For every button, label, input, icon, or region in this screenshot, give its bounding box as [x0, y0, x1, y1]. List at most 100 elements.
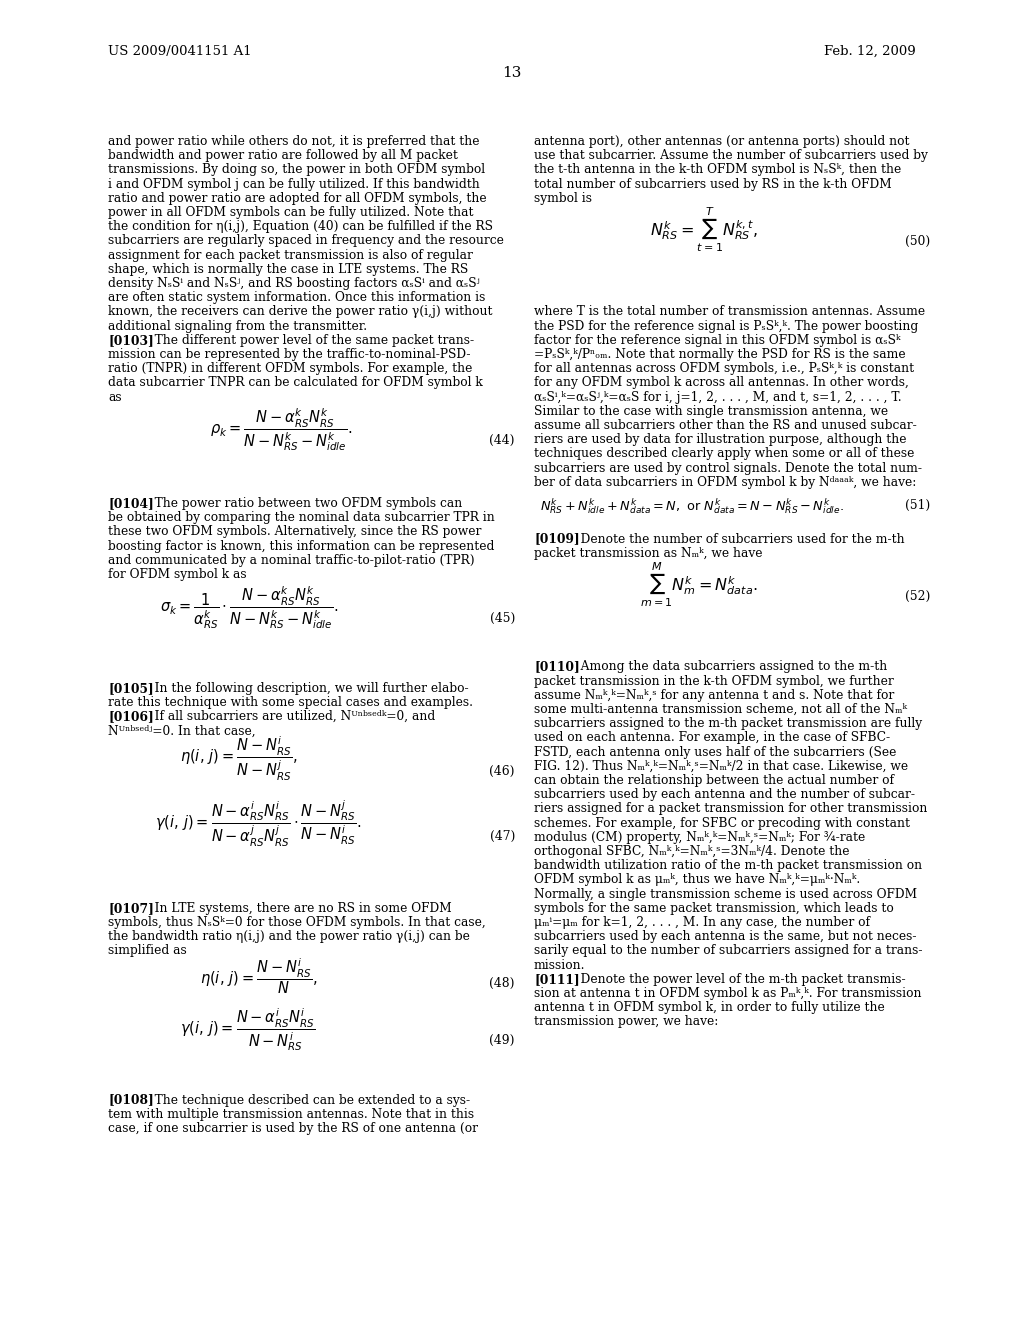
- Text: boosting factor is known, this information can be represented: boosting factor is known, this informati…: [108, 540, 495, 553]
- Text: the t-th antenna in the k-th OFDM symbol is NₛSᵏ, then the: the t-th antenna in the k-th OFDM symbol…: [534, 164, 901, 177]
- Text: In LTE systems, there are no RS in some OFDM: In LTE systems, there are no RS in some …: [143, 902, 452, 915]
- Text: [0106]: [0106]: [108, 710, 154, 723]
- Text: simplified as: simplified as: [108, 944, 186, 957]
- Text: sarily equal to the number of subcarriers assigned for a trans-: sarily equal to the number of subcarrier…: [534, 944, 923, 957]
- Text: the bandwidth ratio η(i,j) and the power ratio γ(i,j) can be: the bandwidth ratio η(i,j) and the power…: [108, 931, 470, 944]
- Text: αₛSⁱ,ᵏ=αₛSʲ,ᵏ=αₛS for i, j=1, 2, . . . , M, and t, s=1, 2, . . . , T.: αₛSⁱ,ᵏ=αₛSʲ,ᵏ=αₛS for i, j=1, 2, . . . ,…: [534, 391, 901, 404]
- Text: riers assigned for a packet transmission for other transmission: riers assigned for a packet transmission…: [534, 803, 928, 816]
- Text: tem with multiple transmission antennas. Note that in this: tem with multiple transmission antennas.…: [108, 1107, 474, 1121]
- Text: (50): (50): [905, 235, 930, 248]
- Text: antenna port), other antennas (or antenna ports) should not: antenna port), other antennas (or antenn…: [534, 135, 909, 148]
- Text: FIG. 12). Thus Nₘᵏ,ᵏ=Nₘᵏ,ˢ=Nₘᵏ/2 in that case. Likewise, we: FIG. 12). Thus Nₘᵏ,ᵏ=Nₘᵏ,ˢ=Nₘᵏ/2 in that…: [534, 760, 908, 772]
- Text: packet transmission in the k-th OFDM symbol, we further: packet transmission in the k-th OFDM sym…: [534, 675, 894, 688]
- Text: Normally, a single transmission scheme is used across OFDM: Normally, a single transmission scheme i…: [534, 887, 918, 900]
- Text: antenna t in OFDM symbol k, in order to fully utilize the: antenna t in OFDM symbol k, in order to …: [534, 1001, 885, 1014]
- Text: (49): (49): [489, 1034, 515, 1047]
- Text: $\rho_k = \dfrac{N - \alpha_{RS}^k N_{RS}^k}{N - N_{RS}^k - N_{idle}^k}.$: $\rho_k = \dfrac{N - \alpha_{RS}^k N_{RS…: [210, 407, 352, 453]
- Text: Denote the power level of the m-th packet transmis-: Denote the power level of the m-th packe…: [569, 973, 905, 986]
- Text: Among the data subcarriers assigned to the m-th: Among the data subcarriers assigned to t…: [569, 660, 887, 673]
- Text: (51): (51): [905, 499, 930, 512]
- Text: subcarriers are used by control signals. Denote the total num-: subcarriers are used by control signals.…: [534, 462, 922, 475]
- Text: and power ratio while others do not, it is preferred that the: and power ratio while others do not, it …: [108, 135, 479, 148]
- Text: ratio and power ratio are adopted for all OFDM symbols, the: ratio and power ratio are adopted for al…: [108, 191, 486, 205]
- Text: $\eta(i,\, j) = \dfrac{N - N_{RS}^i}{N},$: $\eta(i,\, j) = \dfrac{N - N_{RS}^i}{N},…: [200, 956, 317, 995]
- Text: case, if one subcarrier is used by the RS of one antenna (or: case, if one subcarrier is used by the R…: [108, 1122, 478, 1135]
- Text: can obtain the relationship between the actual number of: can obtain the relationship between the …: [534, 774, 894, 787]
- Text: be obtained by comparing the nominal data subcarrier TPR in: be obtained by comparing the nominal dat…: [108, 511, 495, 524]
- Text: power in all OFDM symbols can be fully utilized. Note that: power in all OFDM symbols can be fully u…: [108, 206, 473, 219]
- Text: $N_{RS}^k + N_{idle}^k + N_{data}^k = N,\ \mathrm{or}\ N_{data}^k = N - N_{RS}^k: $N_{RS}^k + N_{idle}^k + N_{data}^k = N,…: [540, 496, 844, 516]
- Text: (45): (45): [489, 611, 515, 624]
- Text: ber of data subcarriers in OFDM symbol k by Nᵈᵃᵃᵃᵏ, we have:: ber of data subcarriers in OFDM symbol k…: [534, 475, 916, 488]
- Text: =PₛSᵏ,ᵏ/Pⁿₒₘ. Note that normally the PSD for RS is the same: =PₛSᵏ,ᵏ/Pⁿₒₘ. Note that normally the PSD…: [534, 348, 905, 360]
- Text: some multi-antenna transmission scheme, not all of the Nₘᵏ: some multi-antenna transmission scheme, …: [534, 704, 907, 715]
- Text: μₘⁱ=μₘ for k=1, 2, . . . , M. In any case, the number of: μₘⁱ=μₘ for k=1, 2, . . . , M. In any cas…: [534, 916, 870, 929]
- Text: use that subcarrier. Assume the number of subcarriers used by: use that subcarrier. Assume the number o…: [534, 149, 928, 162]
- Text: The power ratio between two OFDM symbols can: The power ratio between two OFDM symbols…: [143, 498, 462, 510]
- Text: Similar to the case with single transmission antenna, we: Similar to the case with single transmis…: [534, 405, 888, 418]
- Text: assignment for each packet transmission is also of regular: assignment for each packet transmission …: [108, 248, 473, 261]
- Text: packet transmission as Nₘᵏ, we have: packet transmission as Nₘᵏ, we have: [534, 546, 763, 560]
- Text: symbols for the same packet transmission, which leads to: symbols for the same packet transmission…: [534, 902, 894, 915]
- Text: these two OFDM symbols. Alternatively, since the RS power: these two OFDM symbols. Alternatively, s…: [108, 525, 481, 539]
- Text: (48): (48): [489, 977, 515, 990]
- Text: the PSD for the reference signal is PₛSᵏ,ᵏ. The power boosting: the PSD for the reference signal is PₛSᵏ…: [534, 319, 919, 333]
- Text: (46): (46): [489, 764, 515, 777]
- Text: for any OFDM symbol k across all antennas. In other words,: for any OFDM symbol k across all antenna…: [534, 376, 909, 389]
- Text: (52): (52): [904, 590, 930, 603]
- Text: schemes. For example, for SFBC or precoding with constant: schemes. For example, for SFBC or precod…: [534, 817, 910, 829]
- Text: subcarriers are regularly spaced in frequency and the resource: subcarriers are regularly spaced in freq…: [108, 235, 504, 247]
- Text: [0109]: [0109]: [534, 532, 580, 545]
- Text: subcarriers assigned to the m-th packet transmission are fully: subcarriers assigned to the m-th packet …: [534, 717, 923, 730]
- Text: $\sum_{m=1}^{M} N_m^k = N_{data}^k.$: $\sum_{m=1}^{M} N_m^k = N_{data}^k.$: [640, 561, 758, 610]
- Text: mission can be represented by the traffic-to-nominal-PSD-: mission can be represented by the traffi…: [108, 348, 470, 360]
- Text: bandwidth and power ratio are followed by all M packet: bandwidth and power ratio are followed b…: [108, 149, 458, 162]
- Text: additional signaling from the transmitter.: additional signaling from the transmitte…: [108, 319, 368, 333]
- Text: shape, which is normally the case in LTE systems. The RS: shape, which is normally the case in LTE…: [108, 263, 468, 276]
- Text: transmission power, we have:: transmission power, we have:: [534, 1015, 719, 1028]
- Text: Feb. 12, 2009: Feb. 12, 2009: [824, 45, 916, 58]
- Text: The technique described can be extended to a sys-: The technique described can be extended …: [143, 1093, 470, 1106]
- Text: [0104]: [0104]: [108, 498, 154, 510]
- Text: $\gamma(i,\, j) = \dfrac{N - \alpha_{RS}^i N_{RS}^i}{N - N_{RS}^i}$: $\gamma(i,\, j) = \dfrac{N - \alpha_{RS}…: [180, 1006, 315, 1052]
- Text: In the following description, we will further elabo-: In the following description, we will fu…: [143, 681, 469, 694]
- Text: rate this technique with some special cases and examples.: rate this technique with some special ca…: [108, 696, 473, 709]
- Text: The different power level of the same packet trans-: The different power level of the same pa…: [143, 334, 474, 347]
- Text: symbols, thus NₛSᵏ=0 for those OFDM symbols. In that case,: symbols, thus NₛSᵏ=0 for those OFDM symb…: [108, 916, 485, 929]
- Text: (47): (47): [489, 830, 515, 842]
- Text: symbol is: symbol is: [534, 191, 592, 205]
- Text: mission.: mission.: [534, 958, 586, 972]
- Text: ratio (TNPR) in different OFDM symbols. For example, the: ratio (TNPR) in different OFDM symbols. …: [108, 362, 472, 375]
- Text: total number of subcarriers used by RS in the k-th OFDM: total number of subcarriers used by RS i…: [534, 178, 892, 190]
- Text: and communicated by a nominal traffic-to-pilot-ratio (TPR): and communicated by a nominal traffic-to…: [108, 554, 475, 566]
- Text: (44): (44): [489, 434, 515, 447]
- Text: subcarriers used by each antenna and the number of subcar-: subcarriers used by each antenna and the…: [534, 788, 915, 801]
- Text: riers are used by data for illustration purpose, although the: riers are used by data for illustration …: [534, 433, 906, 446]
- Text: where T is the total number of transmission antennas. Assume: where T is the total number of transmiss…: [534, 305, 925, 318]
- Text: are often static system information. Once this information is: are often static system information. Onc…: [108, 292, 485, 304]
- Text: Denote the number of subcarriers used for the m-th: Denote the number of subcarriers used fo…: [569, 532, 904, 545]
- Text: [0108]: [0108]: [108, 1093, 154, 1106]
- Text: the condition for η(i,j), Equation (40) can be fulfilled if the RS: the condition for η(i,j), Equation (40) …: [108, 220, 493, 234]
- Text: $\sigma_k = \dfrac{1}{\alpha_{RS}^k} \cdot \dfrac{N - \alpha_{RS}^k N_{RS}^k}{N : $\sigma_k = \dfrac{1}{\alpha_{RS}^k} \cd…: [160, 583, 338, 631]
- Text: for OFDM symbol k as: for OFDM symbol k as: [108, 568, 247, 581]
- Text: techniques described clearly apply when some or all of these: techniques described clearly apply when …: [534, 447, 914, 461]
- Text: $\eta(i,\, j) = \dfrac{N - N_{RS}^i}{N - N_{RS}^j},$: $\eta(i,\, j) = \dfrac{N - N_{RS}^i}{N -…: [180, 734, 298, 783]
- Text: [0107]: [0107]: [108, 902, 154, 915]
- Text: $\gamma(i,\, j) = \dfrac{N - \alpha_{RS}^i N_{RS}^i}{N - \alpha_{RS}^j N_{RS}^j}: $\gamma(i,\, j) = \dfrac{N - \alpha_{RS}…: [155, 799, 361, 849]
- Text: as: as: [108, 391, 122, 404]
- Text: $N_{RS}^k = \sum_{t=1}^{T} N_{RS}^{k,t},$: $N_{RS}^k = \sum_{t=1}^{T} N_{RS}^{k,t},…: [650, 206, 758, 255]
- Text: density NₛSⁱ and NₛSʲ, and RS boosting factors αₛSⁱ and αₛSʲ: density NₛSⁱ and NₛSʲ, and RS boosting f…: [108, 277, 480, 290]
- Text: subcarriers used by each antenna is the same, but not neces-: subcarriers used by each antenna is the …: [534, 931, 916, 944]
- Text: OFDM symbol k as μₘᵏ, thus we have Nₘᵏ,ᵏ=μₘᵏ·Nₘᵏ.: OFDM symbol k as μₘᵏ, thus we have Nₘᵏ,ᵏ…: [534, 874, 860, 887]
- Text: factor for the reference signal in this OFDM symbol is αₛSᵏ: factor for the reference signal in this …: [534, 334, 900, 347]
- Text: assume Nₘᵏ,ᵏ=Nₘᵏ,ˢ for any antenna t and s. Note that for: assume Nₘᵏ,ᵏ=Nₘᵏ,ˢ for any antenna t and…: [534, 689, 894, 702]
- Text: 13: 13: [503, 66, 521, 81]
- Text: bandwidth utilization ratio of the m-th packet transmission on: bandwidth utilization ratio of the m-th …: [534, 859, 923, 873]
- Text: FSTD, each antenna only uses half of the subcarriers (See: FSTD, each antenna only uses half of the…: [534, 746, 896, 759]
- Text: If all subcarriers are utilized, Nᵁⁿᵇˢᵉᵈᵏ=0, and: If all subcarriers are utilized, Nᵁⁿᵇˢᵉᵈ…: [143, 710, 435, 723]
- Text: US 2009/0041151 A1: US 2009/0041151 A1: [108, 45, 252, 58]
- Text: used on each antenna. For example, in the case of SFBC-: used on each antenna. For example, in th…: [534, 731, 890, 744]
- Text: sion at antenna t in OFDM symbol k as Pₘᵏ,ᵏ. For transmission: sion at antenna t in OFDM symbol k as Pₘ…: [534, 987, 922, 1001]
- Text: data subcarrier TNPR can be calculated for OFDM symbol k: data subcarrier TNPR can be calculated f…: [108, 376, 482, 389]
